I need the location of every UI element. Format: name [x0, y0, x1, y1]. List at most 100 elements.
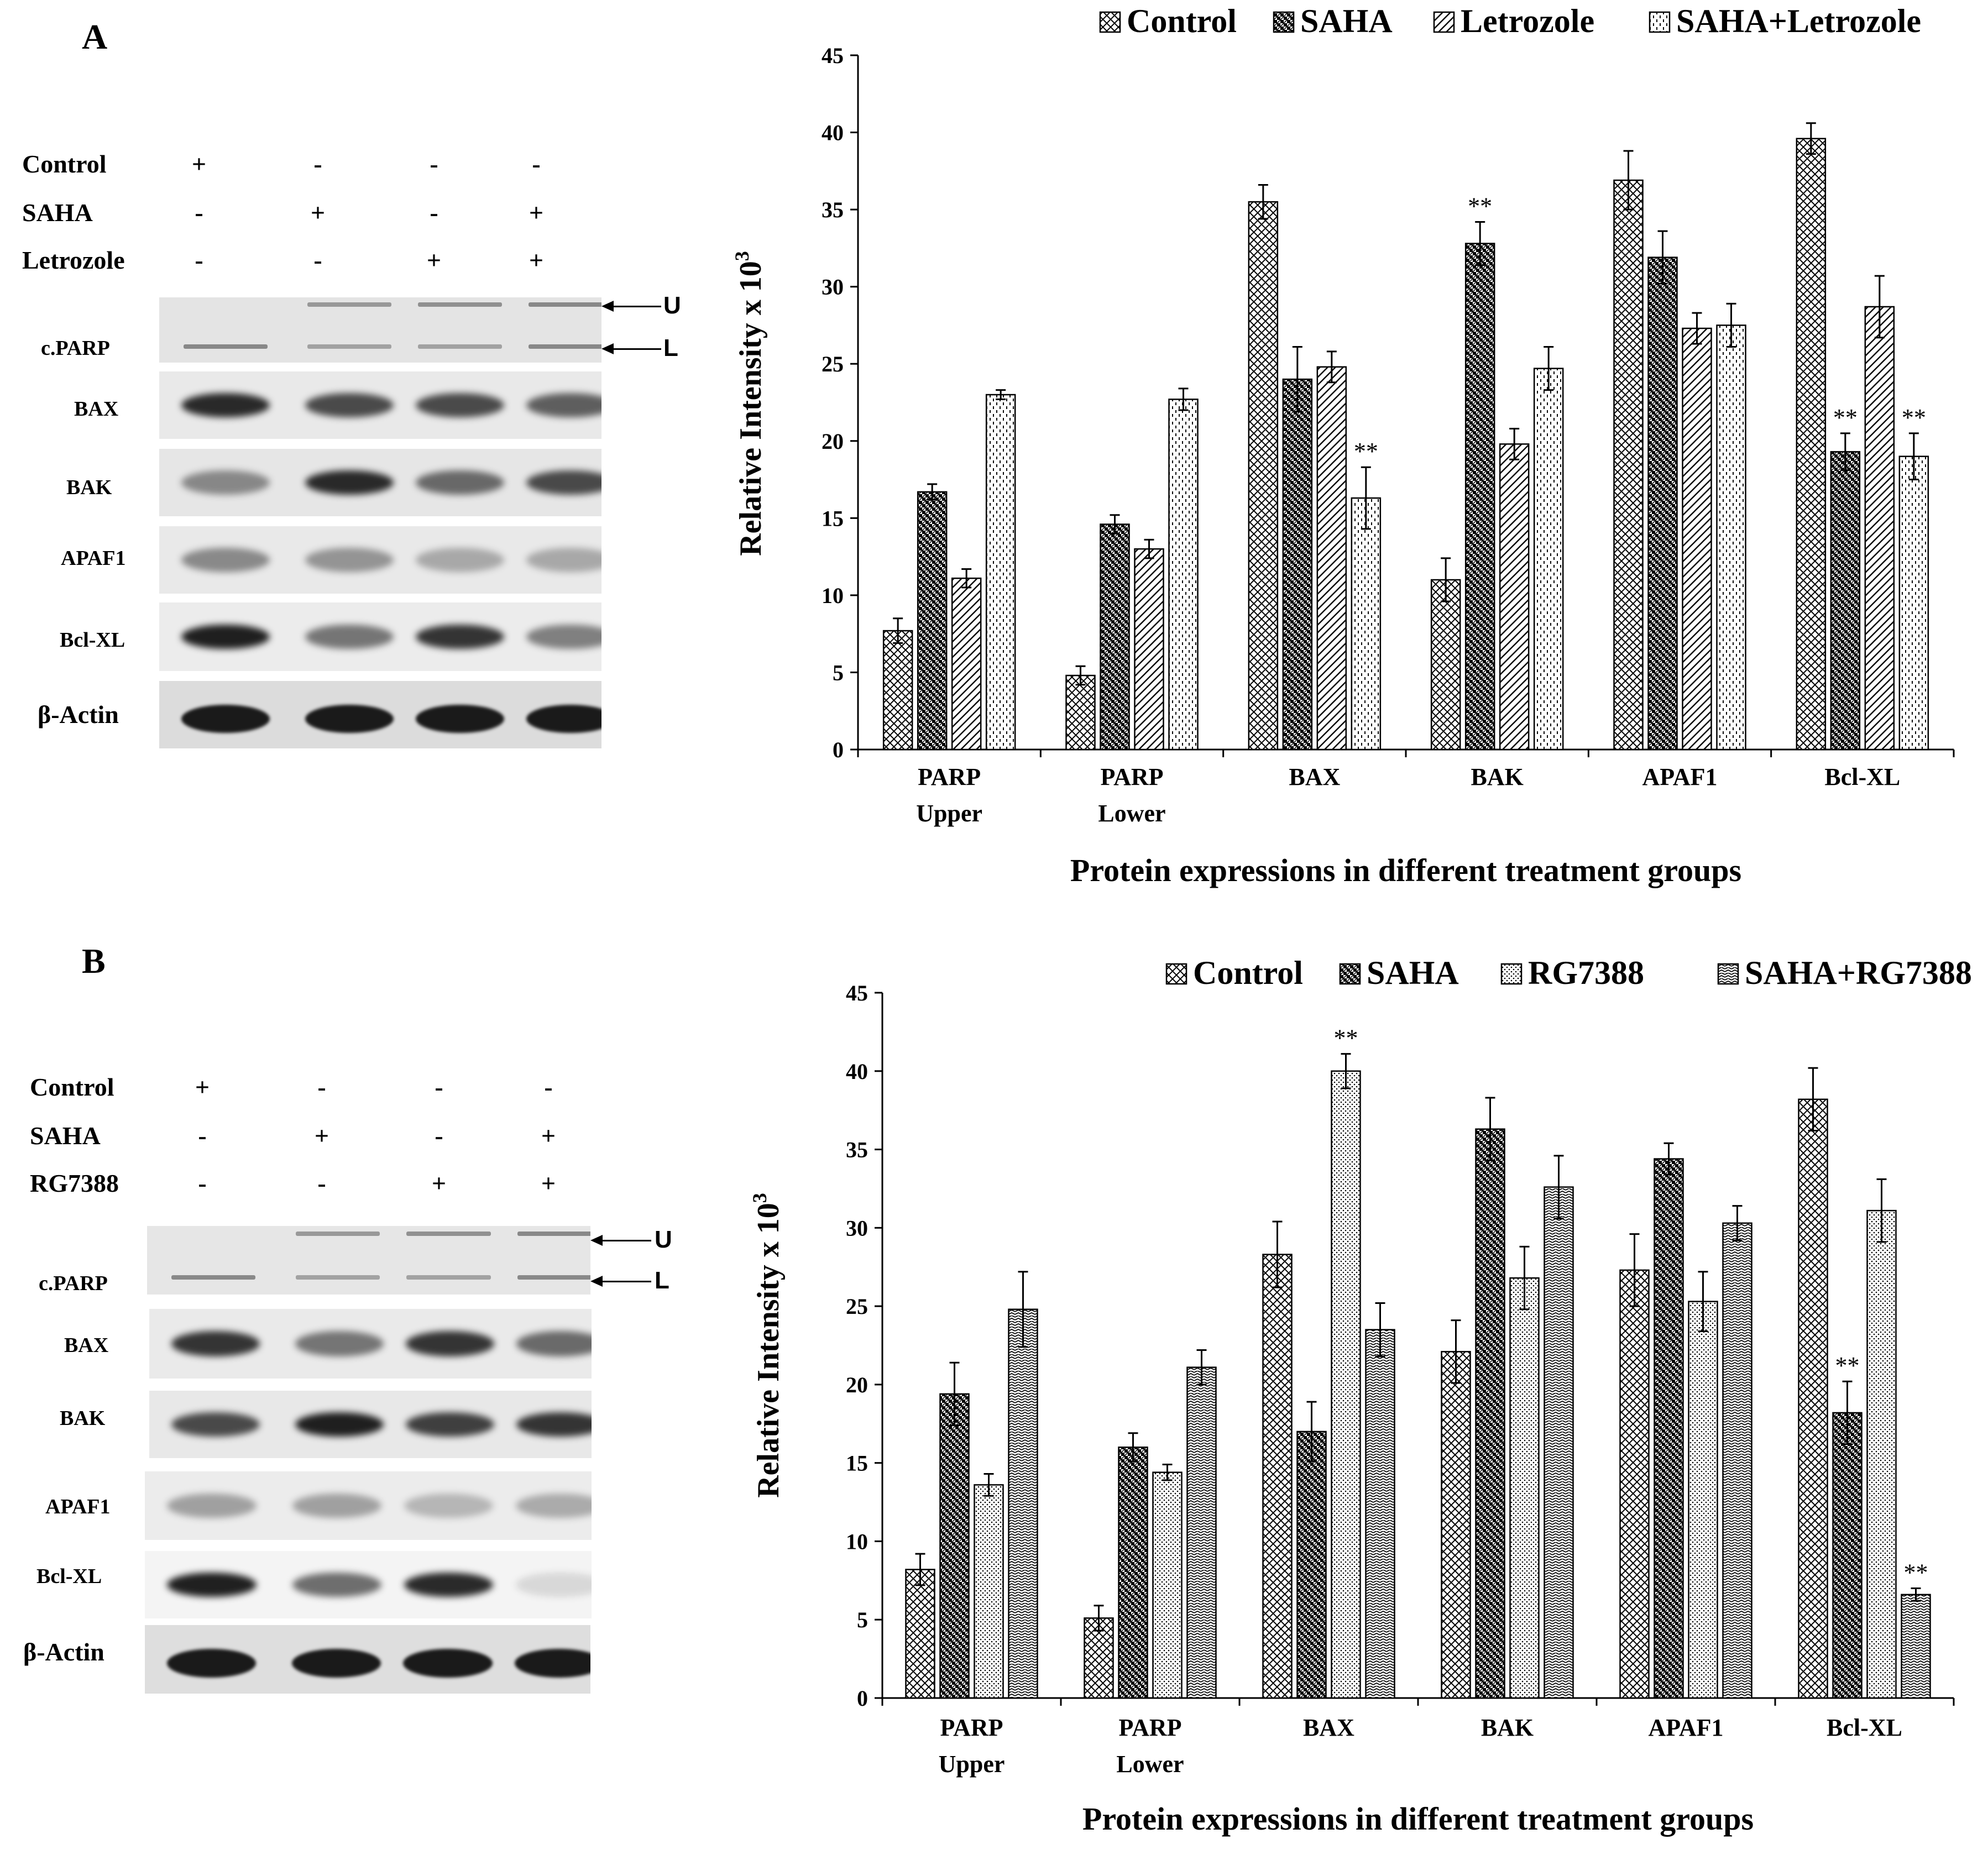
blot-band — [406, 1331, 494, 1356]
treatment-sign: + — [426, 246, 442, 274]
arrow-l-label: L — [655, 1267, 669, 1294]
blot-band — [171, 1412, 260, 1437]
blot-band — [307, 302, 391, 307]
bar-letrozole — [1316, 366, 1347, 751]
blot-apaf1 — [159, 526, 601, 594]
bar-rg7388 — [1688, 1301, 1718, 1699]
y-tick-label: 30 — [846, 1215, 868, 1240]
blot-band — [529, 344, 601, 349]
bar-letrozole — [1864, 306, 1895, 751]
blot-band — [292, 1573, 382, 1597]
panel-letter-b: B — [82, 941, 106, 981]
blot-actin — [159, 681, 601, 748]
blot-band — [295, 1231, 380, 1236]
blot-band — [171, 1331, 260, 1356]
y-axis-label: Relative Intensity x 103 — [731, 251, 768, 556]
blot-band — [516, 1331, 592, 1356]
treatment-sign: + — [310, 198, 326, 227]
y-tick-label: 15 — [846, 1451, 868, 1476]
bar-saha — [1832, 1412, 1863, 1699]
bar-saha — [1647, 256, 1678, 751]
blot-label-cparp: c.PARP — [41, 337, 110, 360]
treatment-label: Control — [22, 150, 107, 178]
blot-band — [418, 302, 502, 307]
blot-label-cparp: c.PARP — [39, 1272, 108, 1295]
treatment-sign: + — [541, 1122, 556, 1150]
y-tick-label: 5 — [833, 660, 844, 685]
bar-saha — [1830, 451, 1861, 751]
treatment-sign: + — [529, 246, 544, 274]
legend-swatch — [1649, 11, 1671, 33]
x-tick-label: APAF1 — [1648, 1714, 1723, 1741]
blot-band — [167, 1573, 257, 1597]
blot-band — [515, 1573, 592, 1597]
treatment-sign: + — [195, 1073, 210, 1101]
treatment-sign: + — [529, 198, 544, 227]
blot-band — [416, 548, 504, 572]
blot-cparp — [159, 297, 601, 363]
x-tick-label: APAF1 — [1642, 763, 1717, 790]
x-tick-label: Bcl-XL — [1827, 1714, 1902, 1741]
bar-letrozole — [951, 577, 982, 751]
bar-control — [882, 630, 913, 751]
blot-label-bax: BAX — [64, 1334, 109, 1357]
legend-label: RG7388 — [1528, 955, 1644, 991]
treatment-sign: - — [195, 246, 203, 274]
blot-label-apaf1: APAF1 — [61, 547, 126, 570]
blot-cparp — [147, 1226, 590, 1295]
bar-saha-letrozole — [1716, 324, 1746, 751]
y-tick-label: 25 — [846, 1294, 868, 1319]
bar-saha — [1296, 1430, 1327, 1699]
blot-label-bclxl: Bcl-XL — [36, 1565, 102, 1588]
significance-label: ** — [1902, 404, 1926, 431]
blot-band — [171, 1275, 256, 1280]
blot-band — [305, 393, 394, 417]
treatment-sign: - — [313, 150, 322, 178]
x-axis-label: Protein expressions in different treatme… — [1070, 852, 1741, 888]
blot-label-bak: BAK — [66, 476, 112, 499]
bar-control — [1248, 201, 1279, 751]
blot-band — [515, 1493, 592, 1518]
blot-band — [529, 302, 601, 307]
blot-band — [295, 1275, 380, 1280]
legend-swatch — [1717, 963, 1739, 985]
treatment-label: SAHA — [22, 198, 93, 227]
blot-label-apaf1: APAF1 — [45, 1495, 111, 1518]
bar-rg7388 — [1152, 1471, 1183, 1699]
blot-band — [416, 470, 504, 495]
blot-bak — [149, 1391, 592, 1458]
treatment-sign: + — [431, 1169, 447, 1197]
blot-band — [416, 393, 504, 417]
blot-band — [181, 624, 270, 649]
blot-band — [291, 1649, 381, 1678]
bar-saha-rg7388 — [1186, 1366, 1217, 1699]
blot-band — [526, 393, 601, 417]
arrow-l-line — [613, 348, 661, 350]
significance-label: ** — [1468, 192, 1492, 219]
arrow-l-head — [590, 1276, 603, 1287]
blot-band — [406, 1231, 491, 1236]
blot-bclxl — [159, 602, 601, 671]
treatment-sign: - — [317, 1169, 326, 1197]
panel-letter-a: A — [82, 17, 108, 56]
blot-label-bax: BAX — [74, 397, 119, 421]
arrow-u-head — [590, 1235, 603, 1246]
blot-band — [526, 548, 601, 572]
y-tick-label: 0 — [857, 1686, 868, 1711]
bar-saha — [1282, 378, 1313, 751]
treatment-label: Control — [30, 1073, 114, 1101]
x-tick-label: Upper — [916, 800, 982, 827]
x-tick-label: Bcl-XL — [1824, 763, 1900, 790]
blot-band — [181, 393, 270, 417]
x-tick-label: Lower — [1098, 800, 1165, 827]
bar-control — [1796, 138, 1827, 751]
y-tick-label: 35 — [846, 1138, 868, 1162]
treatment-sign: - — [435, 1073, 443, 1101]
blot-band — [167, 1649, 257, 1678]
bar-control — [1065, 674, 1096, 751]
treatment-sign: + — [191, 150, 207, 178]
x-tick-label: PARP — [918, 763, 981, 790]
significance-label: ** — [1835, 1352, 1860, 1379]
y-tick-label: 20 — [846, 1372, 868, 1397]
